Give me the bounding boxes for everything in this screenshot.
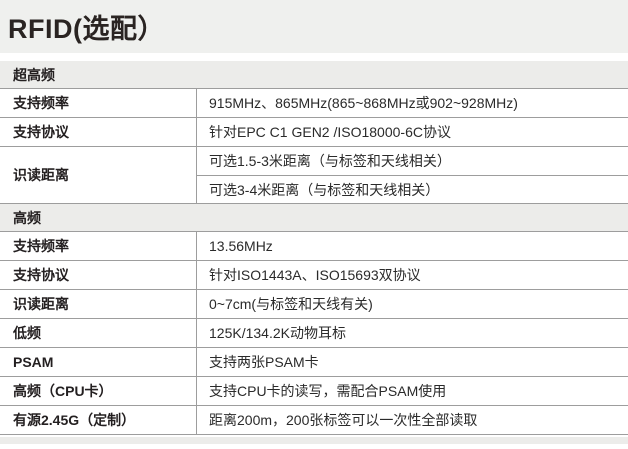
table-row: 支持协议 针对EPC C1 GEN2 /ISO18000-6C协议 bbox=[0, 118, 628, 147]
page-title: RFID(选配） bbox=[8, 14, 165, 44]
row-label-cell: 支持协议 bbox=[0, 118, 197, 146]
row-value-line: 可选3-4米距离（与标签和天线相关） bbox=[197, 175, 628, 203]
row-value-line: 915MHz、865MHz(865~868MHz或902~928MHz) bbox=[209, 95, 518, 111]
table-row: 低频 125K/134.2K动物耳标 bbox=[0, 319, 628, 348]
row-value-cell: 针对ISO1443A、ISO15693双协议 bbox=[197, 261, 628, 289]
row-label-cell: PSAM bbox=[0, 348, 197, 376]
table-row: 支持频率 915MHz、865MHz(865~868MHz或902~928MHz… bbox=[0, 88, 628, 118]
row-label-cell: 支持频率 bbox=[0, 232, 197, 260]
bottom-strip bbox=[0, 437, 628, 444]
section-header-row: 高频 bbox=[0, 204, 628, 231]
row-value-line: 可选1.5-3米距离（与标签和天线相关） bbox=[209, 153, 451, 169]
row-label-cell: 高频（CPU卡） bbox=[0, 377, 197, 405]
row-label-cell: 支持频率 bbox=[0, 89, 197, 117]
row-value-cell: 915MHz、865MHz(865~868MHz或902~928MHz) bbox=[197, 89, 628, 117]
table-row: 高频（CPU卡） 支持CPU卡的读写，需配合PSAM使用 bbox=[0, 377, 628, 406]
row-value-cell: 可选1.5-3米距离（与标签和天线相关） 可选3-4米距离（与标签和天线相关） bbox=[197, 147, 628, 203]
table-row: 支持频率 13.56MHz bbox=[0, 231, 628, 261]
row-value-line: 支持CPU卡的读写，需配合PSAM使用 bbox=[209, 383, 447, 399]
row-value-line: 针对ISO1443A、ISO15693双协议 bbox=[209, 267, 421, 283]
table-row: 识读距离 可选1.5-3米距离（与标签和天线相关） 可选3-4米距离（与标签和天线… bbox=[0, 147, 628, 204]
row-value-cell: 125K/134.2K动物耳标 bbox=[197, 319, 628, 347]
rfid-spec-table: 超高频 支持频率 915MHz、865MHz(865~868MHz或902~92… bbox=[0, 61, 628, 435]
row-value-line: 支持两张PSAM卡 bbox=[209, 354, 319, 370]
row-value-cell: 0~7cm(与标签和天线有关) bbox=[197, 290, 628, 318]
row-value-line: 0~7cm(与标签和天线有关) bbox=[209, 296, 373, 312]
table-row: 识读距离 0~7cm(与标签和天线有关) bbox=[0, 290, 628, 319]
row-value-cell: 针对EPC C1 GEN2 /ISO18000-6C协议 bbox=[197, 118, 628, 146]
title-table-gap bbox=[0, 53, 628, 61]
row-label-cell: 识读距离 bbox=[0, 290, 197, 318]
row-value-line: 13.56MHz bbox=[209, 238, 273, 254]
table-row: 有源2.45G（定制） 距离200m，200张标签可以一次性全部读取 bbox=[0, 406, 628, 435]
row-value-cell: 距离200m，200张标签可以一次性全部读取 bbox=[197, 406, 628, 434]
table-row: 支持协议 针对ISO1443A、ISO15693双协议 bbox=[0, 261, 628, 290]
table-row: PSAM 支持两张PSAM卡 bbox=[0, 348, 628, 377]
row-label-cell: 支持协议 bbox=[0, 261, 197, 289]
row-value-cell: 13.56MHz bbox=[197, 232, 628, 260]
row-label-cell: 低频 bbox=[0, 319, 197, 347]
row-value-line: 125K/134.2K动物耳标 bbox=[209, 325, 346, 341]
row-label-cell: 识读距离 bbox=[0, 147, 197, 203]
row-value-cell: 支持两张PSAM卡 bbox=[197, 348, 628, 376]
section-header-label: 超高频 bbox=[13, 66, 55, 83]
row-value-cell: 支持CPU卡的读写，需配合PSAM使用 bbox=[197, 377, 628, 405]
row-value-line: 针对EPC C1 GEN2 /ISO18000-6C协议 bbox=[209, 124, 451, 140]
section-header-row: 超高频 bbox=[0, 61, 628, 88]
row-label-cell: 有源2.45G（定制） bbox=[0, 406, 197, 434]
title-band: RFID(选配） bbox=[0, 0, 628, 53]
section-header-label: 高频 bbox=[13, 209, 41, 226]
row-value-line: 距离200m，200张标签可以一次性全部读取 bbox=[209, 412, 478, 428]
